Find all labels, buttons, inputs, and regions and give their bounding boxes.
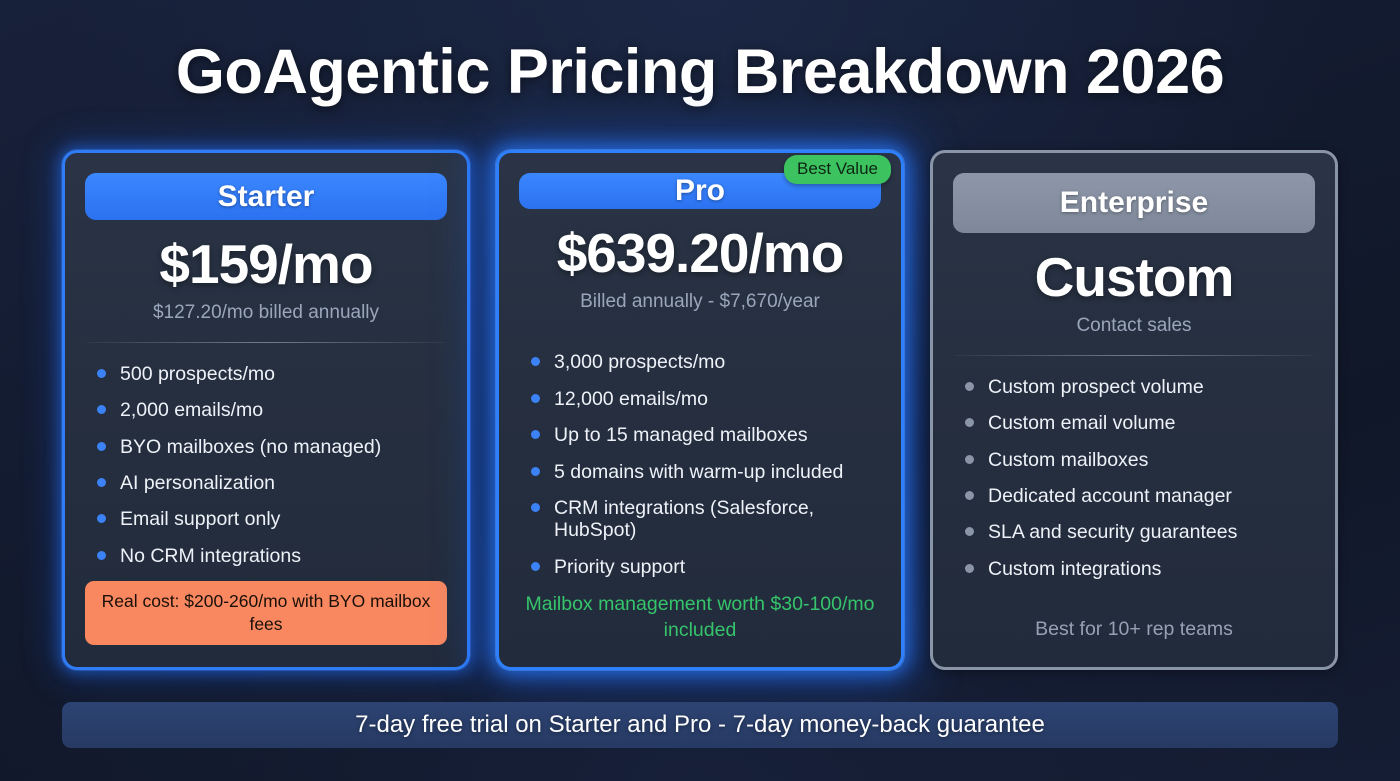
feature-label: SLA and security guarantees — [988, 521, 1238, 544]
list-item: Up to 15 managed mailboxes — [519, 424, 881, 446]
feature-label: Custom email volume — [988, 412, 1176, 435]
bullet-icon — [531, 561, 540, 571]
plan-name-pro: Pro — [674, 174, 725, 207]
banner-text: 7-day free trial on Starter and Pro - 7-… — [355, 711, 1045, 738]
plan-price-starter: $159/mo — [159, 233, 373, 296]
bullet-icon — [97, 405, 106, 415]
plan-footnote-pro: Mailbox management worth $30-100/mo incl… — [525, 593, 875, 641]
list-item: 5 domains with warm-up included — [519, 461, 881, 483]
plan-footnote-starter: Real cost: $200-260/mo with BYO mailbox … — [85, 581, 447, 645]
list-item: Dedicated account manager — [953, 485, 1315, 507]
bullet-icon — [531, 357, 540, 367]
bullet-icon — [965, 418, 974, 428]
bullet-icon — [965, 491, 974, 501]
plan-name-enterprise: Enterprise — [1059, 186, 1209, 219]
feature-label: AI personalization — [120, 471, 276, 494]
list-item: 12,000 emails/mo — [519, 388, 881, 410]
pricing-card-starter[interactable]: Starter $159/mo $127.20/mo billed annual… — [62, 150, 470, 670]
bullet-icon — [531, 393, 540, 403]
trial-guarantee-banner: 7-day free trial on Starter and Pro - 7-… — [62, 702, 1338, 748]
bullet-icon — [965, 381, 974, 391]
plan-price-note-starter: $127.20/mo billed annually — [152, 301, 380, 323]
list-item: CRM integrations (Salesforce, HubSpot) — [519, 497, 881, 542]
pricing-card-enterprise[interactable]: Enterprise Custom Contact sales Custom p… — [930, 150, 1338, 670]
bullet-icon — [531, 466, 540, 476]
feature-label: 12,000 emails/mo — [554, 387, 708, 410]
feature-list-pro: 3,000 prospects/mo 12,000 emails/mo Up t… — [519, 351, 881, 592]
feature-label: Up to 15 managed mailboxes — [554, 424, 808, 447]
card-divider — [955, 354, 1313, 356]
bullet-icon — [97, 514, 106, 524]
plan-header-pro: Pro Best Value — [519, 155, 891, 210]
bullet-icon — [97, 550, 106, 560]
plan-header-starter: Starter — [85, 173, 447, 221]
plan-price-note-pro: Billed annually - $7,670/year — [580, 290, 820, 312]
list-item: 2,000 emails/mo — [85, 399, 447, 421]
plan-header-enterprise: Enterprise — [953, 173, 1315, 233]
feature-label: Priority support — [554, 555, 686, 578]
list-item: 500 prospects/mo — [85, 363, 447, 385]
plan-price-enterprise: Custom — [1034, 246, 1235, 308]
feature-label: Custom prospect volume — [988, 375, 1204, 398]
list-item: No CRM integrations — [85, 545, 447, 567]
feature-label: No CRM integrations — [120, 544, 301, 567]
bullet-icon — [97, 477, 106, 487]
list-item: AI personalization — [85, 472, 447, 494]
feature-list-starter: 500 prospects/mo 2,000 emails/mo BYO mai… — [85, 363, 447, 582]
list-item: Custom mailboxes — [953, 449, 1315, 471]
list-item: Custom prospect volume — [953, 376, 1315, 398]
plan-name-starter: Starter — [217, 179, 315, 213]
feature-label: Custom integrations — [988, 557, 1162, 580]
plan-price-pro: $639.20/mo — [556, 222, 845, 285]
feature-label: 3,000 prospects/mo — [554, 351, 726, 374]
best-value-badge: Best Value — [784, 155, 891, 184]
pricing-card-pro[interactable]: Pro Best Value $639.20/mo Billed annuall… — [496, 150, 904, 670]
feature-label: Dedicated account manager — [988, 485, 1232, 508]
feature-list-enterprise: Custom prospect volume Custom email volu… — [953, 376, 1315, 618]
bullet-icon — [965, 527, 974, 537]
list-item: BYO mailboxes (no managed) — [85, 436, 447, 458]
feature-label: Custom mailboxes — [988, 448, 1149, 471]
list-item: SLA and security guarantees — [953, 521, 1315, 543]
bullet-icon — [965, 563, 974, 573]
card-divider — [521, 330, 879, 332]
list-item: Custom email volume — [953, 412, 1315, 434]
bullet-icon — [97, 441, 106, 451]
feature-label: 500 prospects/mo — [120, 362, 276, 385]
plan-footnote-enterprise: Best for 10+ rep teams — [1035, 618, 1233, 640]
feature-label: BYO mailboxes (no managed) — [120, 435, 382, 458]
page-title: GoAgentic Pricing Breakdown 2026 — [175, 37, 1225, 107]
feature-label: 5 domains with warm-up included — [554, 460, 844, 483]
plan-price-note-enterprise: Contact sales — [1076, 314, 1192, 336]
card-divider — [87, 341, 445, 343]
list-item: Email support only — [85, 508, 447, 530]
feature-label: Email support only — [120, 508, 281, 531]
list-item: Custom integrations — [953, 558, 1315, 580]
feature-label: 2,000 emails/mo — [120, 399, 264, 422]
list-item: 3,000 prospects/mo — [519, 351, 881, 373]
bullet-icon — [531, 430, 540, 440]
bullet-icon — [965, 454, 974, 464]
bullet-icon — [97, 368, 106, 378]
feature-label: CRM integrations (Salesforce, HubSpot) — [554, 497, 815, 542]
bullet-icon — [531, 503, 540, 513]
list-item: Priority support — [519, 556, 881, 578]
pricing-card-list: Starter $159/mo $127.20/mo billed annual… — [62, 150, 1338, 670]
